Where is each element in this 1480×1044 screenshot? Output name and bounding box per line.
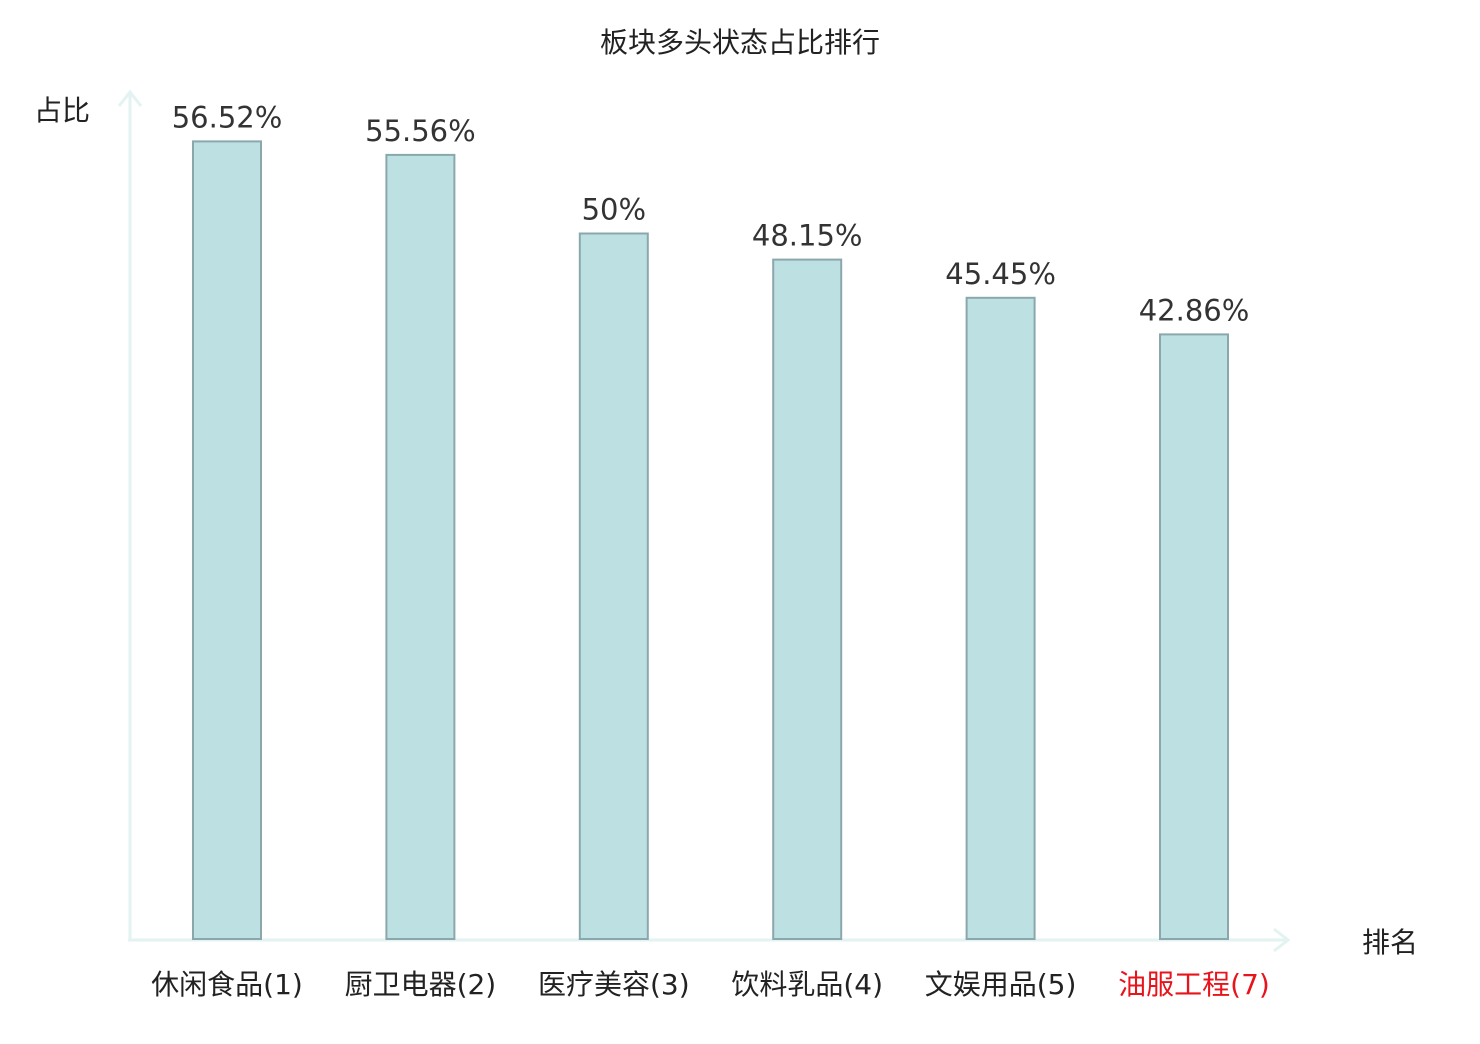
bar [965, 296, 1036, 940]
x-tick-label: 厨卫电器(2) [345, 968, 497, 1001]
x-tick-labels: 休闲食品(1) 厨卫电器(2) 医疗美容(3) 饮料乳品(4) 文娱用品(5) 油服工程(… [151, 968, 1270, 1001]
bar-value-labels: 56.52% 55.56% 50% 48.15% 45.45% 42.86% [172, 100, 1250, 327]
bar [385, 153, 456, 940]
x-tick-label: 油服工程(7) [1118, 968, 1270, 1001]
x-axis [128, 927, 1291, 953]
bar [192, 140, 262, 940]
x-tick-label: 休闲食品(1) [151, 968, 303, 1001]
bars [192, 140, 1229, 941]
y-axis-arrow-icon [117, 89, 143, 107]
x-axis-arrow-icon [1273, 927, 1291, 953]
x-tick-label: 医疗美容(3) [538, 968, 690, 1001]
x-tick-label: 饮料乳品(4) [731, 968, 883, 1001]
y-axis-label: 占比 [34, 94, 90, 127]
bar [578, 232, 649, 940]
bar-value-label: 55.56% [365, 114, 476, 148]
bar-value-label: 42.86% [1139, 293, 1250, 327]
bar-value-label: 48.15% [752, 219, 863, 253]
x-axis-label: 排名 [1362, 926, 1418, 959]
chart-title: 板块多头状态占比排行 [600, 26, 880, 59]
bar [772, 258, 843, 941]
bar-value-label: 56.52% [172, 100, 283, 134]
y-axis [117, 89, 143, 940]
bar [1159, 333, 1229, 940]
x-tick-label: 文娱用品(5) [925, 968, 1077, 1001]
bar-value-label: 45.45% [945, 257, 1056, 291]
bar-value-label: 50% [582, 193, 646, 227]
